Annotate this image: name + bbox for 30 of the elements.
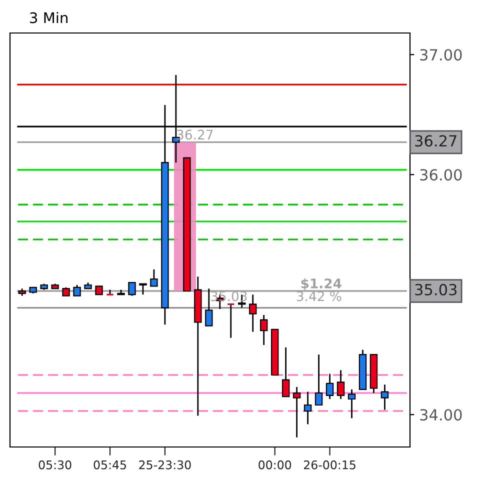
annotation: 36.27 (177, 130, 213, 140)
x-tick-label: 05:45 (94, 460, 126, 470)
candlestick (139, 283, 147, 296)
x-tick-label: 25-23:30 (139, 460, 191, 470)
annotation: 3.42 % (296, 291, 342, 302)
annotation: $1.24 (301, 278, 342, 290)
y-tick-label: 36.00 (420, 169, 462, 181)
x-tick-label: 26-00:15 (304, 460, 356, 470)
candlestick (304, 391, 312, 425)
candlestick (314, 354, 323, 406)
candlestick (150, 268, 158, 287)
candlestick (380, 384, 389, 410)
ref-line-label: 35.03 (415, 284, 457, 296)
candlestick (128, 282, 136, 296)
y-tick-label: 37.00 (420, 49, 462, 61)
y-tick-label: 34.00 (420, 409, 462, 421)
candlestick (326, 373, 334, 400)
candlestick (348, 388, 356, 419)
chart-title: 3 Min (30, 12, 68, 24)
candlestick (260, 314, 268, 346)
candlestick (282, 346, 290, 398)
candlestick (226, 303, 236, 338)
x-tick-label: 05:30 (38, 460, 72, 470)
candlestick (292, 386, 301, 438)
ref-line-label: 36.27 (415, 135, 456, 147)
candlestick (73, 284, 81, 296)
candlestick (249, 294, 257, 332)
candlestick (336, 370, 345, 400)
x-tick-label: 00:00 (258, 460, 292, 470)
candlestick (205, 288, 213, 326)
